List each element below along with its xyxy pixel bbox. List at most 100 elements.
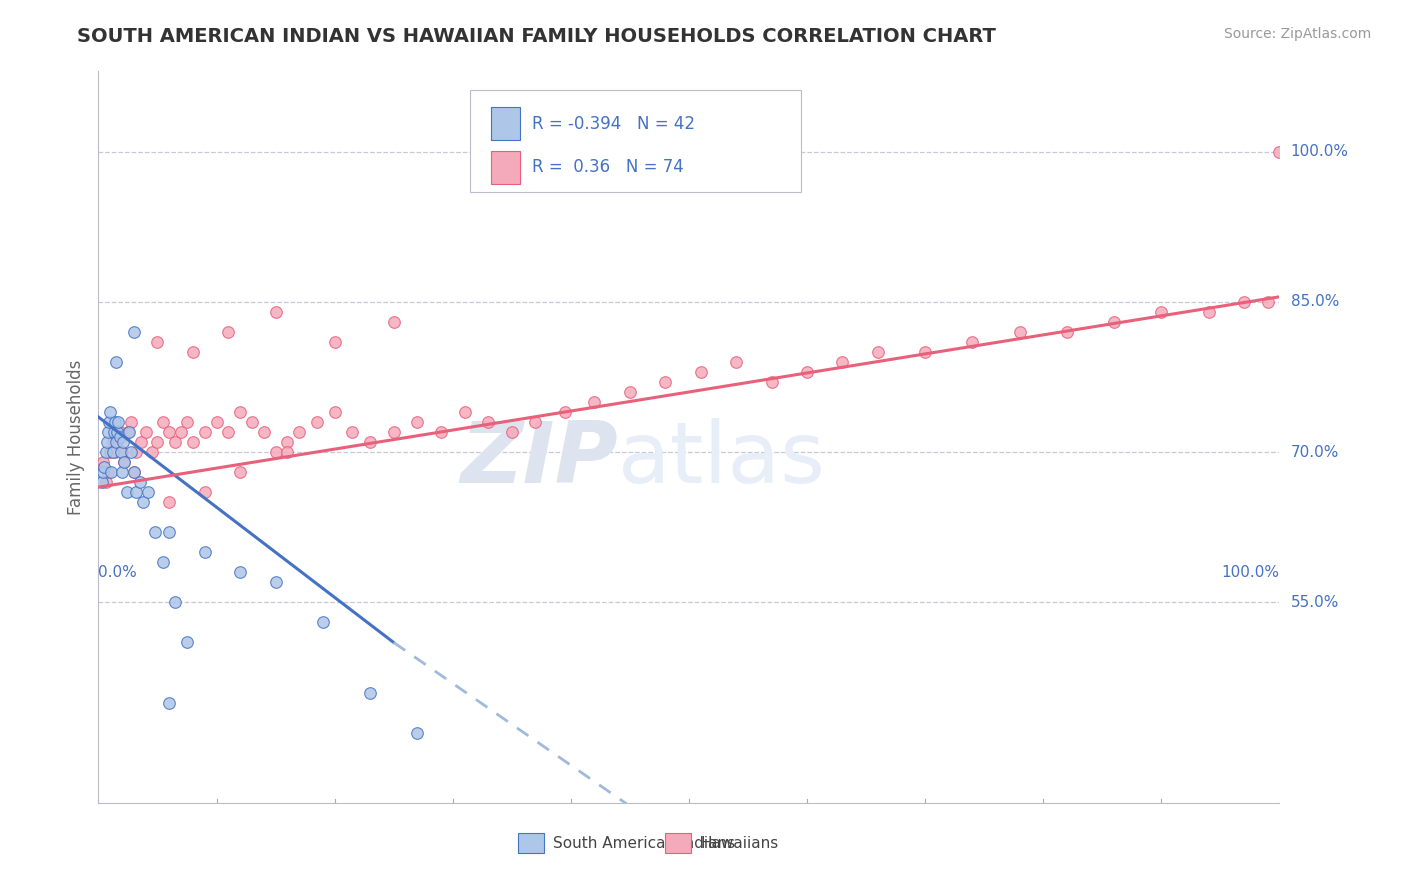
Text: SOUTH AMERICAN INDIAN VS HAWAIIAN FAMILY HOUSEHOLDS CORRELATION CHART: SOUTH AMERICAN INDIAN VS HAWAIIAN FAMILY… <box>77 27 997 45</box>
Point <box>1257 294 1279 309</box>
Point <box>1268 145 1291 159</box>
Point <box>98 405 121 419</box>
Point <box>323 405 346 419</box>
Point <box>97 465 120 479</box>
Point <box>194 425 217 439</box>
Point <box>689 365 711 379</box>
Point <box>101 435 124 450</box>
Point <box>288 425 311 439</box>
Text: 100.0%: 100.0% <box>1291 144 1348 159</box>
Point <box>176 635 198 649</box>
Point <box>135 425 157 439</box>
Point <box>141 445 163 459</box>
Point <box>453 405 475 419</box>
Point <box>796 365 818 379</box>
Point <box>132 495 155 509</box>
Point <box>194 485 217 500</box>
Point <box>866 345 889 359</box>
Point <box>157 495 180 509</box>
Point <box>240 415 263 429</box>
Point <box>229 566 252 580</box>
Point <box>112 455 135 469</box>
Point <box>1198 305 1220 319</box>
Point <box>108 425 131 439</box>
Point <box>125 485 148 500</box>
Text: atlas: atlas <box>619 417 827 500</box>
Point <box>654 375 676 389</box>
Point <box>96 435 118 450</box>
Point <box>264 575 287 590</box>
Point <box>962 334 984 349</box>
Point <box>406 725 429 739</box>
Point <box>831 355 853 369</box>
Point <box>97 425 120 439</box>
Point <box>105 435 128 450</box>
Point <box>105 355 128 369</box>
Text: Hawaiians: Hawaiians <box>700 836 779 851</box>
Point <box>91 475 114 490</box>
Point <box>501 425 523 439</box>
Point <box>98 415 121 429</box>
Point <box>176 415 198 429</box>
Point <box>121 445 143 459</box>
Point <box>136 485 159 500</box>
Text: 100.0%: 100.0% <box>1222 566 1279 580</box>
Point <box>229 465 252 479</box>
Point <box>342 425 364 439</box>
Point <box>112 455 135 469</box>
Point <box>152 555 174 569</box>
Point <box>122 465 145 479</box>
Point <box>101 445 124 459</box>
Point <box>170 425 193 439</box>
Point <box>121 415 143 429</box>
Point <box>430 425 453 439</box>
Point <box>1056 325 1078 339</box>
Point <box>524 415 547 429</box>
Point <box>100 465 122 479</box>
Text: 0.0%: 0.0% <box>98 566 138 580</box>
Text: 85.0%: 85.0% <box>1291 294 1339 310</box>
Point <box>125 445 148 459</box>
Text: ZIP: ZIP <box>460 417 619 500</box>
Point <box>129 435 152 450</box>
Point <box>91 465 114 479</box>
Point <box>1150 305 1173 319</box>
Point <box>406 415 429 429</box>
Point <box>323 334 346 349</box>
Point <box>264 305 287 319</box>
Bar <box>517 833 544 854</box>
Point <box>107 415 129 429</box>
Point <box>217 325 239 339</box>
Point <box>382 315 405 329</box>
Point <box>128 475 150 490</box>
Text: South American Indians: South American Indians <box>553 836 735 851</box>
Point <box>477 415 499 429</box>
Point <box>229 405 252 419</box>
Point <box>146 334 169 349</box>
Point <box>94 445 117 459</box>
Point <box>253 425 276 439</box>
Point <box>619 384 641 399</box>
Point <box>157 525 180 540</box>
Point <box>359 435 381 450</box>
Point <box>110 445 132 459</box>
Point <box>117 425 139 439</box>
Point <box>181 435 204 450</box>
Point <box>93 460 115 475</box>
Point <box>1008 325 1031 339</box>
Point <box>122 465 145 479</box>
Point <box>157 696 180 710</box>
Point <box>205 415 228 429</box>
Point <box>382 425 405 439</box>
Text: 70.0%: 70.0% <box>1291 444 1339 459</box>
Text: Source: ZipAtlas.com: Source: ZipAtlas.com <box>1223 27 1371 41</box>
FancyBboxPatch shape <box>471 90 801 192</box>
Point <box>152 415 174 429</box>
Point <box>105 435 128 450</box>
Point <box>108 430 131 444</box>
Point <box>359 685 381 699</box>
Point <box>554 405 576 419</box>
Point <box>305 415 328 429</box>
Point <box>761 375 783 389</box>
Point <box>111 465 134 479</box>
